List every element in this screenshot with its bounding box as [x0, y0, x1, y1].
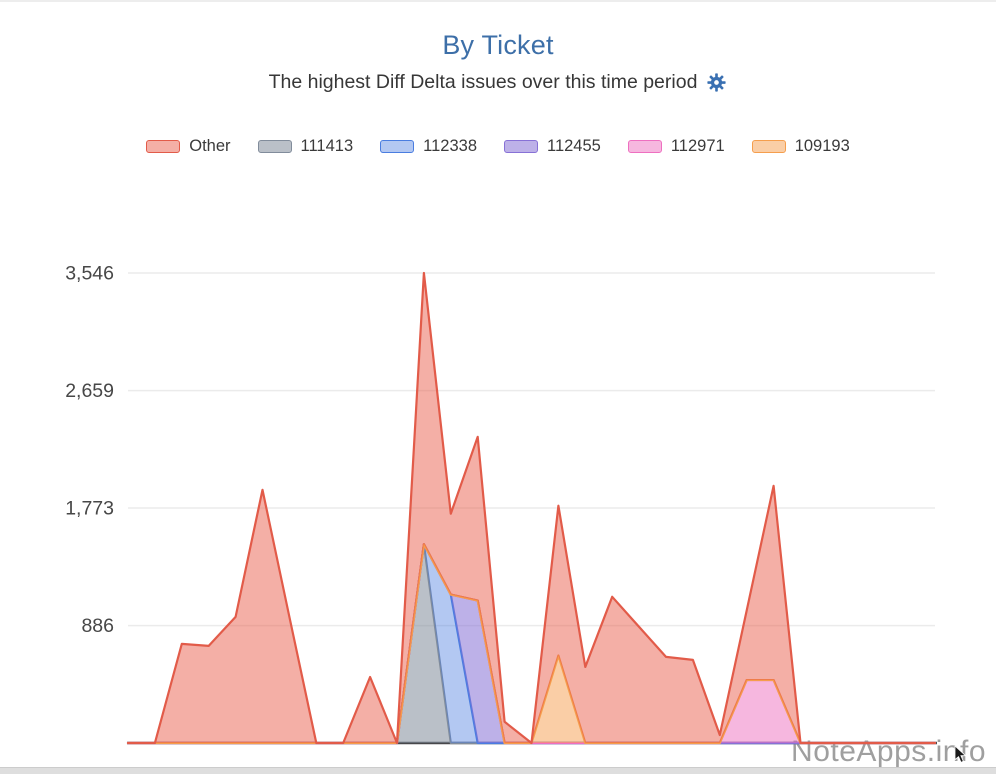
legend-item-112971[interactable]: 112971	[627, 137, 725, 156]
legend-item-112338[interactable]: 112338	[380, 137, 477, 156]
legend-item-other[interactable]: Other	[146, 137, 231, 156]
legend-label: 112971	[670, 137, 725, 155]
bottom-scrollbar-track[interactable]	[0, 767, 996, 774]
gear-icon[interactable]	[706, 72, 727, 93]
legend-label: Other	[189, 137, 231, 155]
line-other	[126, 271, 937, 745]
legend-item-109193[interactable]: 109193	[751, 137, 850, 156]
page-title: By Ticket	[442, 30, 554, 60]
mouse-cursor-icon	[954, 746, 967, 763]
watermark: NoteApps.info	[791, 735, 986, 768]
chart-subtitle: The highest Diff Delta issues over this …	[268, 71, 698, 93]
legend-label: 111413	[300, 137, 354, 155]
legend-swatch	[751, 140, 786, 153]
top-divider	[0, 0, 996, 2]
y-tick-label: 2,659	[65, 380, 114, 402]
legend-swatch	[380, 140, 415, 153]
chart-legend: Other 111413 112338 112455 112971 109193	[0, 137, 996, 156]
legend-swatch	[257, 140, 292, 153]
y-tick-label: 3,546	[65, 263, 114, 285]
legend-swatch	[504, 140, 538, 153]
y-tick-label: 886	[81, 615, 114, 637]
legend-label: 109193	[794, 137, 850, 155]
subtitle-row: The highest Diff Delta issues over this …	[0, 71, 996, 94]
legend-label: 112338	[423, 137, 477, 155]
legend-swatch	[627, 140, 662, 153]
legend-label: 112455	[547, 137, 601, 155]
legend-swatch	[146, 140, 181, 153]
legend-item-112455[interactable]: 112455	[504, 137, 601, 156]
legend-item-111413[interactable]: 111413	[257, 137, 354, 156]
y-tick-label: 1,773	[65, 498, 114, 520]
area-other	[128, 273, 935, 743]
